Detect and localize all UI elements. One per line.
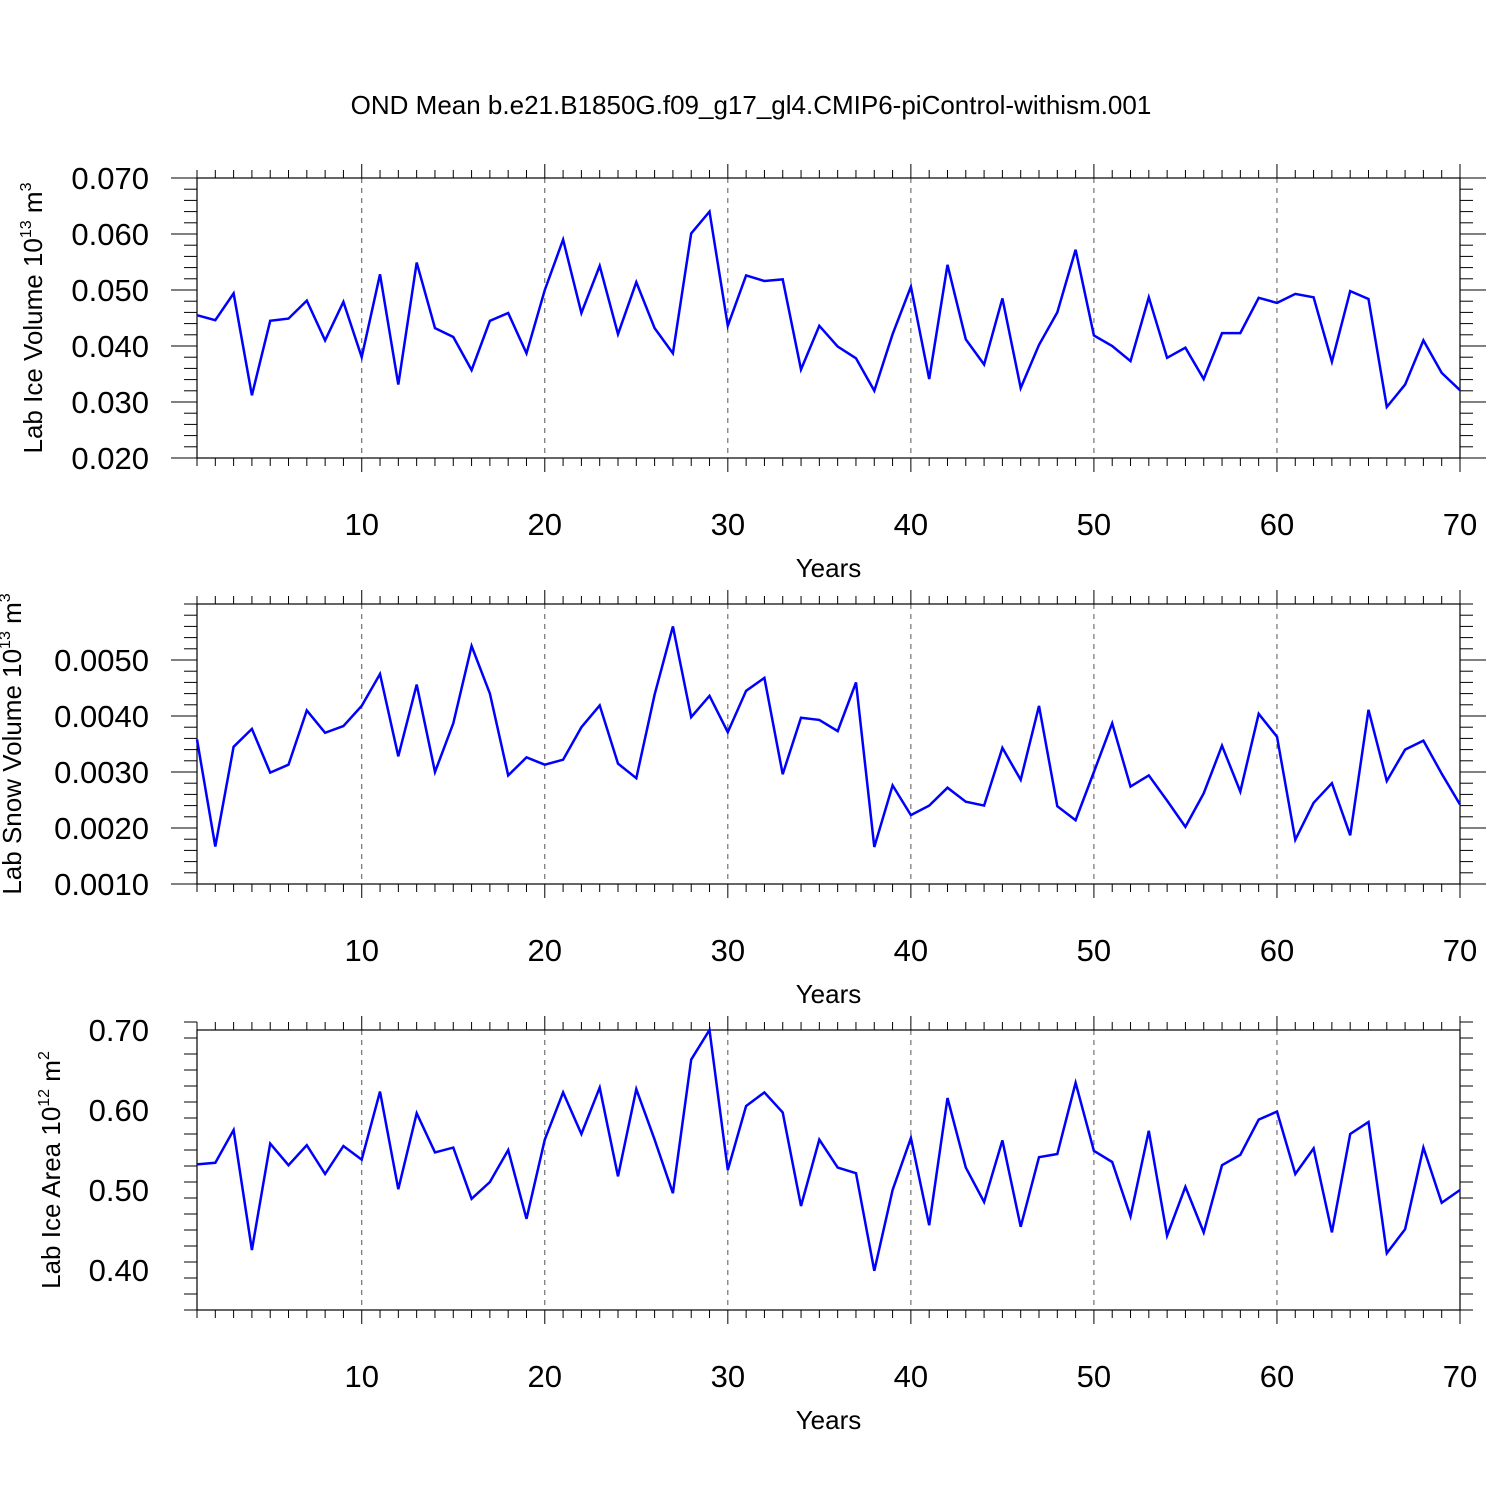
x-tick-label: 70 <box>1443 1359 1477 1394</box>
x-tick-label: 10 <box>344 507 378 542</box>
x-tick-label: 10 <box>344 933 378 968</box>
x-tick-label: 50 <box>1077 1359 1111 1394</box>
y-axis-label: Lab Snow Volume 1013 m3 <box>0 593 27 894</box>
y-label-unit: m <box>0 602 27 631</box>
y-tick-label: 0.030 <box>71 385 149 420</box>
x-tick-label: 70 <box>1443 933 1477 968</box>
x-tick-label: 60 <box>1260 1359 1294 1394</box>
x-tick-label: 60 <box>1260 933 1294 968</box>
y-tick-label: 0.0020 <box>54 811 149 846</box>
x-tick-label: 30 <box>711 507 745 542</box>
x-tick-label: 50 <box>1077 933 1111 968</box>
y-tick-label: 0.060 <box>71 217 149 252</box>
x-tick-label: 40 <box>894 507 928 542</box>
y-axis-label: Lab Ice Volume 1013 m3 <box>18 182 48 453</box>
y-tick-label: 0.70 <box>89 1013 149 1048</box>
x-tick-label: 40 <box>894 1359 928 1394</box>
y-label-exponent: 13 <box>18 220 35 238</box>
x-tick-label: 50 <box>1077 507 1111 542</box>
x-tick-label: 20 <box>528 1359 562 1394</box>
x-tick-label: 20 <box>528 933 562 968</box>
series-line-ice-area <box>196 1026 1461 1272</box>
y-tick-label: 0.40 <box>89 1253 149 1288</box>
y-tick-label: 0.070 <box>71 161 149 196</box>
x-axis-label: Years <box>796 553 862 583</box>
y-label-exponent: 12 <box>36 1089 53 1107</box>
x-tick-label: 10 <box>344 1359 378 1394</box>
panel-ice-volume: 10 20 30 40 50 60 70 0.020 0.030 0.040 0.050 0.060 0… <box>18 161 1486 583</box>
y-label-base: Lab Ice Area 10 <box>36 1107 66 1289</box>
x-tick-label: 40 <box>894 933 928 968</box>
y-axis-label: Lab Ice Area 1012 m2 <box>36 1051 66 1289</box>
y-tick-label: 0.0030 <box>54 755 149 790</box>
x-axis-label: Years <box>796 1405 862 1435</box>
y-tick-label: 0.60 <box>89 1093 149 1128</box>
y-label-unit-exponent: 3 <box>0 593 14 602</box>
y-tick-label: 0.0050 <box>54 643 149 678</box>
chart-title: OND Mean b.e21.B1850G.f09_g17_gl4.CMIP6-… <box>351 90 1152 120</box>
series-line-ice-volume <box>196 208 1461 410</box>
y-label-exponent: 13 <box>0 631 14 649</box>
x-tick-label: 30 <box>711 933 745 968</box>
y-label-unit: m <box>36 1060 66 1089</box>
x-tick-label: 20 <box>528 507 562 542</box>
y-label-base: Lab Ice Volume 10 <box>18 238 48 453</box>
series-line-snow-volume <box>195 626 1462 848</box>
x-tick-label: 30 <box>711 1359 745 1394</box>
y-tick-label: 0.050 <box>71 273 149 308</box>
y-label-unit-exponent: 3 <box>18 182 35 191</box>
y-tick-label: 0.0040 <box>54 699 149 734</box>
plot-frame <box>196 1029 1461 1311</box>
panel-snow-volume: 10 20 30 40 50 60 70 0.0010 0.0020 0.0030 0.0040 0.… <box>0 590 1486 1009</box>
panel-ice-area: 10 20 30 40 50 60 70 0.40 0.50 0.60 0.70 Years Lab I… <box>36 1013 1477 1435</box>
x-axis-label: Years <box>796 979 862 1009</box>
y-tick-label: 0.040 <box>71 329 149 364</box>
plot-frame <box>196 177 1461 459</box>
x-tick-label: 70 <box>1443 507 1477 542</box>
y-label-base: Lab Snow Volume 10 <box>0 649 27 895</box>
x-tick-label: 60 <box>1260 507 1294 542</box>
y-tick-label: 0.50 <box>89 1173 149 1208</box>
y-label-unit-exponent: 2 <box>36 1051 53 1060</box>
y-tick-label: 0.0010 <box>54 867 149 902</box>
y-label-unit: m <box>18 191 48 220</box>
y-tick-label: 0.020 <box>71 441 149 476</box>
